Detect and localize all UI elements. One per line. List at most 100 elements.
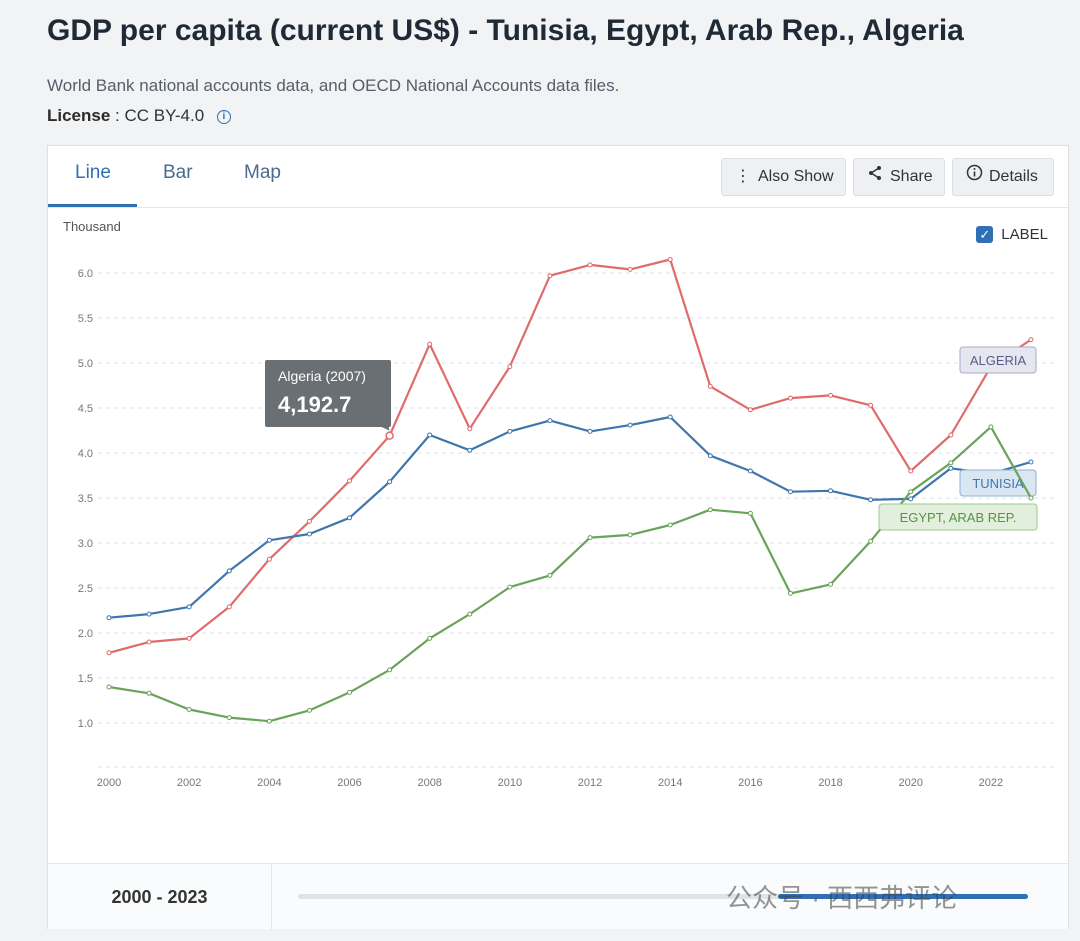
tooltip-value: 4,192.7 <box>278 392 351 417</box>
data-point <box>266 537 272 543</box>
series-label-box <box>878 503 1038 531</box>
range-slider-track[interactable] <box>298 894 1028 899</box>
data-point <box>306 707 312 713</box>
data-point <box>587 428 593 434</box>
share-button[interactable]: Share <box>853 158 945 196</box>
data-point <box>467 426 473 432</box>
y-tick-label: 2.5 <box>78 583 93 595</box>
tooltip-box <box>265 360 391 427</box>
data-point <box>707 453 713 459</box>
tab-map[interactable]: Map <box>244 162 281 183</box>
info-icon[interactable]: i <box>216 110 231 124</box>
x-tick-label: 2014 <box>658 777 682 789</box>
x-tick-label: 2022 <box>979 777 1003 789</box>
data-point <box>347 478 353 484</box>
x-tick-label: 2012 <box>578 777 602 789</box>
tab-line[interactable]: Line <box>75 162 111 183</box>
data-point <box>868 538 874 544</box>
tab-bar[interactable]: Bar <box>163 162 193 183</box>
label-toggle[interactable]: ✓ LABEL <box>976 226 1048 243</box>
x-tick-label: 2016 <box>738 777 762 789</box>
data-point <box>146 690 152 696</box>
data-point <box>186 604 192 610</box>
also-show-label: Also Show <box>758 168 834 185</box>
page-title: GDP per capita (current US$) - Tunisia, … <box>47 14 964 47</box>
data-point <box>787 395 793 401</box>
data-point <box>547 418 553 424</box>
data-point <box>787 489 793 495</box>
data-point <box>747 407 753 413</box>
x-tick-label: 2020 <box>898 777 922 789</box>
data-point <box>347 689 353 695</box>
series-line-tunisia <box>108 415 1032 619</box>
data-point <box>948 432 954 438</box>
data-point <box>507 364 513 370</box>
details-button[interactable]: Details <box>952 158 1054 196</box>
series-label-box <box>959 346 1037 374</box>
license-line: License : CC BY-4.0 i <box>47 106 231 126</box>
data-point <box>868 402 874 408</box>
also-show-button[interactable]: ⋮ Also Show <box>721 158 846 196</box>
data-point <box>266 718 272 724</box>
series-label: EGYPT, ARAB REP. <box>900 510 1017 525</box>
data-point <box>427 341 433 347</box>
data-point <box>908 468 914 474</box>
data-point <box>627 532 633 538</box>
checkbox-checked-icon[interactable]: ✓ <box>976 226 994 243</box>
data-point <box>427 432 433 438</box>
data-point <box>1028 495 1034 501</box>
data-point <box>1028 459 1034 465</box>
x-tick-label: 2018 <box>818 777 842 789</box>
data-point <box>467 611 473 617</box>
watermark: 公众号 · 西西弗评论 <box>726 883 958 913</box>
y-axis-unit: Thousand <box>63 219 121 234</box>
data-point <box>948 460 954 466</box>
series-label-box <box>959 469 1037 497</box>
data-point <box>707 507 713 513</box>
chart-tabs: Line Bar Map ⋮ Also Show Share Details <box>48 146 1068 208</box>
data-point <box>507 584 513 590</box>
data-point <box>387 667 393 673</box>
data-point <box>787 590 793 596</box>
series-line-egypt <box>108 425 1032 723</box>
data-point <box>747 510 753 516</box>
y-tick-label: 2.0 <box>78 628 93 640</box>
data-point <box>186 635 192 641</box>
data-point <box>547 572 553 578</box>
data-point <box>667 522 673 528</box>
data-point <box>106 684 112 690</box>
data-point <box>306 531 312 537</box>
license-value: : CC BY-4.0 <box>115 106 205 125</box>
data-point <box>747 468 753 474</box>
range-selector: 2000 - 2023 <box>48 863 1068 930</box>
data-point <box>908 496 914 502</box>
y-tick-label: 5.0 <box>78 358 93 370</box>
series-label: ALGERIA <box>970 353 1027 368</box>
data-point <box>908 489 914 495</box>
data-point <box>266 556 272 562</box>
data-point <box>106 615 112 621</box>
kebab-menu-icon: ⋮ <box>735 168 751 185</box>
range-slider-fill[interactable] <box>777 894 1028 899</box>
data-point <box>427 635 433 641</box>
y-tick-label: 6.0 <box>78 268 93 280</box>
data-point <box>507 428 513 434</box>
active-tab-indicator <box>48 204 137 207</box>
label-toggle-text: LABEL <box>1001 226 1048 243</box>
data-point <box>547 273 553 279</box>
data-point <box>627 422 633 428</box>
info-circle-icon <box>965 159 983 195</box>
x-tick-label: 2006 <box>337 777 361 789</box>
y-tick-label: 5.5 <box>78 313 93 325</box>
line-chart: 1.0 1.5 2.0 2.5 3.0 3.5 4.0 4.5 5.0 5.5 6.0 2000 200… <box>78 257 1056 789</box>
y-tick-label: 3.0 <box>78 538 93 550</box>
share-label: Share <box>890 168 933 185</box>
data-point <box>387 479 393 485</box>
y-tick-label: 1.0 <box>78 718 93 730</box>
license-label: License <box>47 106 111 125</box>
y-tick-label: 4.5 <box>78 403 93 415</box>
data-point <box>146 639 152 645</box>
tooltip-pointer <box>381 427 390 431</box>
y-tick-label: 4.0 <box>78 448 93 460</box>
data-point <box>186 707 192 712</box>
